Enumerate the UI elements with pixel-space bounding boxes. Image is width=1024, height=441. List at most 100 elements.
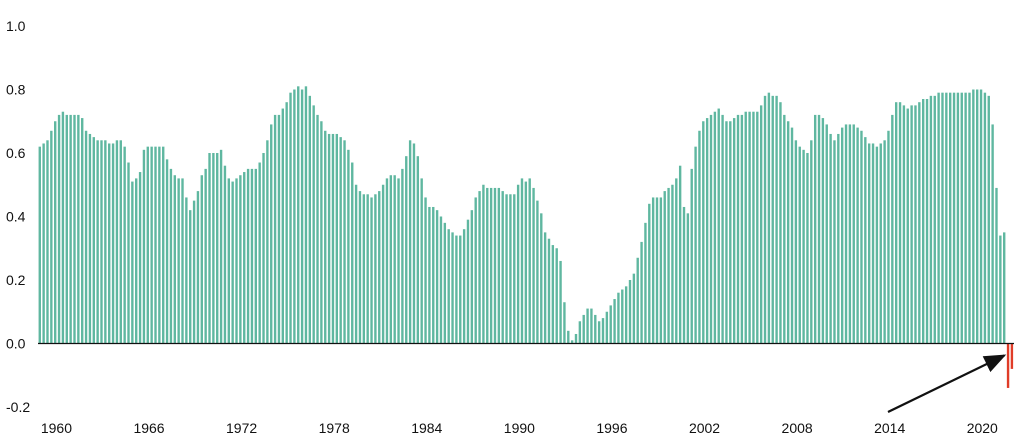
bar [196, 191, 200, 344]
bar [474, 197, 477, 344]
bar [551, 245, 555, 344]
bar [370, 197, 373, 344]
bar [273, 114, 277, 344]
bar [266, 140, 269, 344]
bar [61, 111, 65, 344]
bar [906, 108, 909, 344]
bar [790, 127, 794, 344]
bar [987, 95, 990, 344]
bar [366, 194, 369, 344]
bar [648, 203, 651, 344]
bar [304, 86, 308, 344]
bar [505, 194, 508, 344]
bar [771, 95, 774, 344]
bar [235, 178, 238, 344]
bar [389, 175, 393, 344]
bar [740, 114, 744, 344]
bar [632, 273, 636, 344]
bar [108, 143, 111, 344]
x-tick-label: 1990 [504, 420, 535, 436]
bar [432, 206, 435, 344]
bar [54, 121, 57, 344]
bar [246, 168, 250, 344]
x-tick-label: 1984 [411, 420, 442, 436]
bar [682, 206, 686, 344]
bar [150, 146, 153, 344]
bar [675, 178, 678, 344]
bar [976, 89, 979, 344]
bar [50, 130, 53, 344]
bar [478, 191, 481, 344]
bar [925, 99, 929, 344]
bar [964, 92, 967, 344]
bar [447, 229, 450, 344]
bar [219, 149, 223, 344]
bar [725, 121, 728, 344]
bar [667, 187, 670, 344]
bar [960, 92, 963, 344]
bar [617, 292, 620, 344]
bar [590, 308, 593, 344]
bar [501, 191, 504, 344]
bar [856, 127, 859, 344]
bar [520, 178, 524, 344]
bar [979, 89, 983, 344]
bar [46, 140, 49, 344]
bar [351, 162, 354, 344]
bar [308, 95, 312, 344]
bar [605, 311, 609, 344]
bar [335, 133, 339, 344]
y-tick-label: 0.8 [6, 82, 26, 98]
bar [690, 168, 693, 344]
x-tick-label: 2020 [967, 420, 998, 436]
bar [127, 162, 130, 344]
bar [786, 121, 790, 344]
bar [810, 140, 813, 344]
x-tick-label: 1966 [133, 420, 164, 436]
bar [956, 92, 960, 344]
bar [146, 146, 149, 344]
bar [374, 194, 377, 344]
bar [991, 124, 994, 344]
bar [385, 178, 389, 344]
bar [212, 153, 215, 344]
bar [999, 235, 1002, 344]
bar [73, 114, 76, 344]
bar [77, 114, 80, 344]
bar [582, 314, 585, 344]
bar [281, 108, 284, 344]
y-tick-label: 0.6 [6, 145, 26, 161]
bar [393, 175, 396, 344]
bar [918, 102, 921, 344]
bar [794, 140, 798, 344]
bar [621, 289, 624, 344]
bar [69, 114, 72, 344]
bar [613, 299, 616, 344]
bar [563, 302, 566, 344]
bar [705, 118, 709, 344]
bar [115, 140, 119, 344]
bar [840, 127, 844, 344]
bar [894, 102, 898, 344]
bar [165, 159, 169, 344]
bar [123, 146, 126, 344]
bar [929, 95, 933, 344]
bar [405, 156, 408, 344]
x-tick-label: 1978 [319, 420, 350, 436]
y-tick-label: -0.2 [6, 399, 30, 415]
bar [104, 140, 107, 344]
bar [459, 235, 462, 344]
bar [821, 118, 825, 344]
bar [509, 194, 512, 344]
bar [536, 200, 539, 344]
bar [312, 105, 315, 344]
bar [262, 153, 265, 344]
bar [759, 105, 763, 344]
bar [968, 92, 971, 344]
bar [609, 305, 612, 344]
bar [158, 146, 161, 344]
bar [891, 114, 894, 344]
bar [254, 168, 257, 344]
bar [732, 118, 736, 344]
